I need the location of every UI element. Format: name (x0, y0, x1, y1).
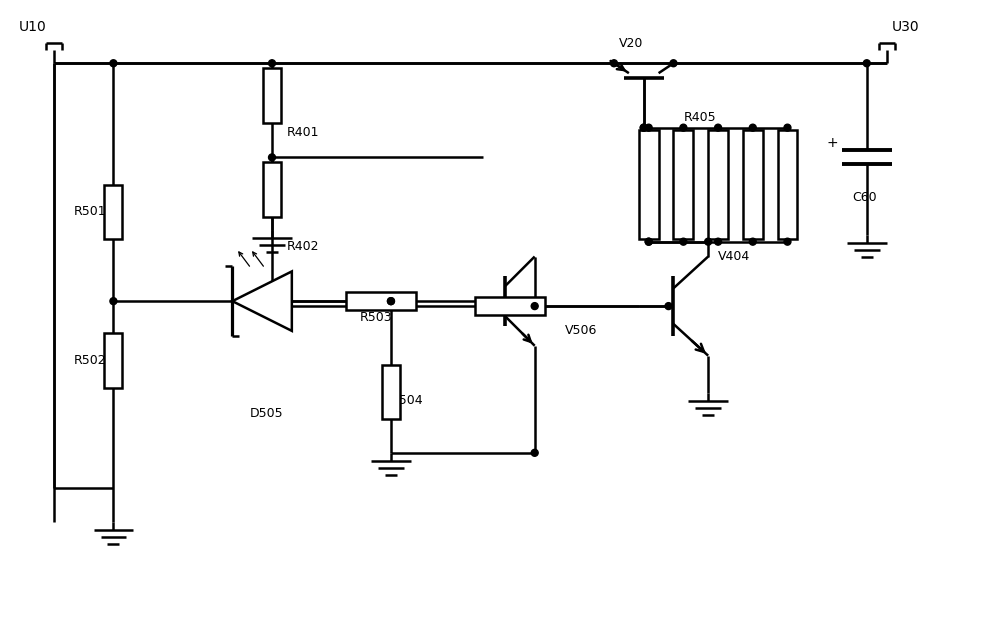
Circle shape (705, 238, 712, 245)
Text: +: + (826, 135, 838, 149)
Circle shape (640, 124, 647, 131)
Text: D505: D505 (250, 407, 284, 420)
FancyBboxPatch shape (475, 297, 545, 315)
FancyBboxPatch shape (639, 130, 659, 239)
Text: R403: R403 (494, 301, 526, 314)
Circle shape (110, 298, 117, 305)
Circle shape (531, 303, 538, 310)
Circle shape (784, 124, 791, 131)
Circle shape (680, 238, 687, 245)
Text: R501: R501 (74, 205, 106, 218)
Circle shape (387, 298, 394, 305)
Text: U10: U10 (19, 20, 47, 34)
Circle shape (680, 124, 687, 131)
Text: C60: C60 (852, 191, 877, 204)
Text: R405: R405 (683, 111, 716, 124)
Polygon shape (232, 272, 292, 331)
Circle shape (784, 238, 791, 245)
Circle shape (670, 60, 677, 67)
Text: V20: V20 (619, 38, 643, 50)
FancyBboxPatch shape (708, 130, 728, 239)
Circle shape (387, 298, 394, 305)
FancyBboxPatch shape (778, 130, 797, 239)
Circle shape (269, 60, 275, 67)
Text: V506: V506 (564, 324, 597, 337)
Text: U30: U30 (892, 20, 919, 34)
FancyBboxPatch shape (104, 184, 122, 239)
Circle shape (640, 124, 647, 131)
Circle shape (531, 450, 538, 456)
Circle shape (715, 238, 722, 245)
Circle shape (645, 238, 652, 245)
Text: R402: R402 (287, 240, 319, 253)
Text: R502: R502 (74, 354, 106, 367)
FancyBboxPatch shape (104, 333, 122, 388)
Circle shape (863, 60, 870, 67)
Circle shape (665, 303, 672, 310)
Circle shape (611, 60, 617, 67)
Circle shape (269, 154, 275, 161)
FancyBboxPatch shape (346, 292, 416, 310)
Circle shape (645, 238, 652, 245)
Circle shape (715, 124, 722, 131)
Text: V404: V404 (718, 250, 750, 263)
FancyBboxPatch shape (263, 162, 281, 217)
FancyBboxPatch shape (743, 130, 763, 239)
Text: R504: R504 (391, 394, 424, 407)
Circle shape (749, 124, 756, 131)
Text: R401: R401 (287, 126, 319, 139)
Text: R503: R503 (360, 311, 392, 324)
FancyBboxPatch shape (263, 68, 281, 123)
FancyBboxPatch shape (673, 130, 693, 239)
FancyBboxPatch shape (382, 364, 400, 419)
Circle shape (110, 60, 117, 67)
Circle shape (645, 124, 652, 131)
Circle shape (749, 238, 756, 245)
